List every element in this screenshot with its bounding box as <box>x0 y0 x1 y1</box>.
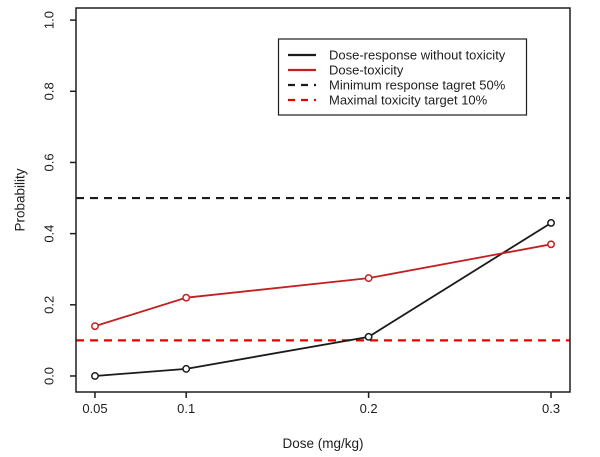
legend-border <box>277 38 528 116</box>
x-axis-tick-label: 0.1 <box>177 401 195 416</box>
y-axis-title: Probability <box>13 168 28 231</box>
legend-label: Dose-response without toxicity <box>329 48 506 63</box>
x-axis-tick-label: 0.3 <box>542 401 560 416</box>
legend-label: Dose-toxicity <box>329 63 404 78</box>
data-point-marker <box>182 364 191 373</box>
x-axis-tick-label: 0.05 <box>82 401 107 416</box>
data-point-marker <box>91 372 99 380</box>
legend-label: Minimum response tagret 50% <box>329 78 506 93</box>
data-point-marker <box>91 322 99 331</box>
data-point-marker <box>364 274 373 283</box>
data-point-marker <box>182 293 191 302</box>
legend-box: Dose-response without toxicityDose-toxic… <box>277 38 528 116</box>
x-axis-tick-label: 0.2 <box>360 401 378 416</box>
y-axis-tick-label: 1.0 <box>42 11 57 29</box>
plot-border <box>75 7 571 393</box>
series-line-dose-toxicity <box>94 243 552 328</box>
legend-entry: Maximal toxicity target 10% <box>288 93 488 108</box>
x-axis-title: Dose (mg/kg) <box>282 436 363 451</box>
data-point-marker <box>364 332 373 341</box>
y-axis-tick-label: 0.8 <box>42 82 57 100</box>
legend-entry: Dose-toxicity <box>288 63 404 78</box>
y-axis-tick-label: 0.4 <box>42 225 57 243</box>
legend-entry: Dose-response without toxicity <box>288 48 506 63</box>
legend-entry: Minimum response tagret 50% <box>288 78 506 93</box>
y-axis-tick-label: 0.6 <box>42 153 57 171</box>
y-axis-tick-label: 0.0 <box>42 367 57 385</box>
legend-label: Maximal toxicity target 10% <box>329 93 488 108</box>
data-point-marker <box>547 219 555 227</box>
y-axis-tick-label: 0.2 <box>42 296 57 314</box>
data-point-marker <box>547 240 555 249</box>
series-line-dose-response <box>94 222 552 377</box>
